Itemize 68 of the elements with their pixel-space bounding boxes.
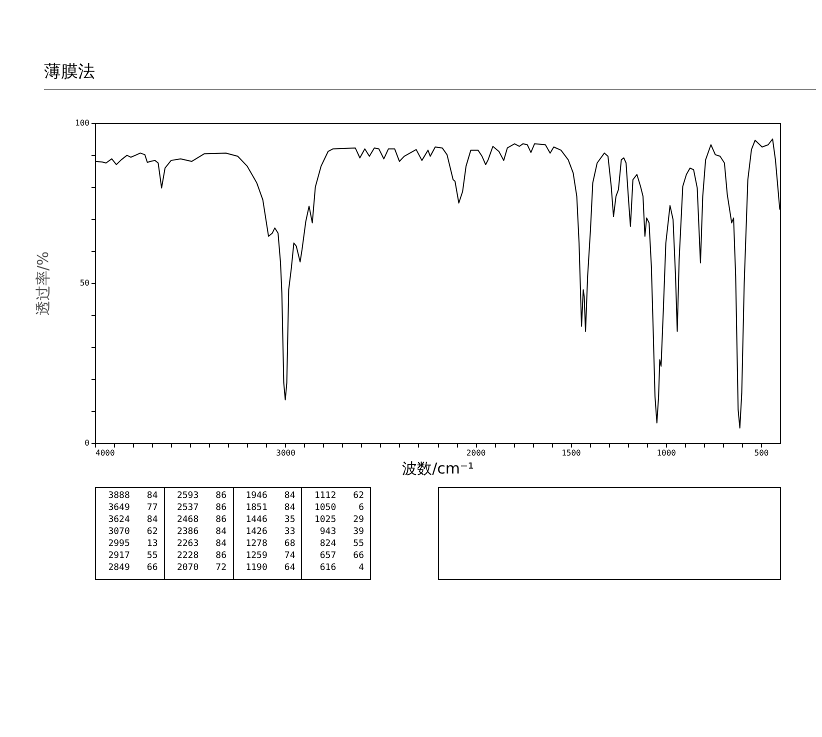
x-tick-label: 500	[754, 448, 769, 458]
text: 62	[352, 491, 364, 503]
text: 55	[146, 551, 158, 563]
text: 66	[146, 563, 158, 575]
text: 3888	[107, 491, 130, 503]
text: 84	[283, 491, 296, 503]
text: 84	[146, 515, 158, 527]
x-tick-label: 3000	[276, 448, 296, 458]
text: 2537	[176, 503, 199, 515]
text: 2995	[107, 539, 130, 551]
text: 1946	[244, 491, 268, 503]
text: 84	[214, 539, 226, 551]
text: 3624	[107, 515, 130, 527]
x-axis-title: 波数/cm⁻¹	[402, 460, 474, 478]
text: 86	[214, 503, 226, 515]
text: 72	[214, 563, 226, 575]
text: 29	[352, 515, 364, 527]
text: 84	[146, 491, 158, 503]
text: 1112	[313, 491, 336, 503]
text: 55	[352, 539, 364, 551]
text: 64	[283, 563, 296, 575]
text: 84	[283, 503, 296, 515]
x-tick-label: 1000	[656, 448, 676, 458]
text: 2263	[176, 539, 199, 551]
y-tick-label: 0	[84, 438, 90, 448]
text: 86	[214, 551, 226, 563]
text: 1426	[244, 527, 268, 539]
text: 943	[318, 527, 336, 539]
y-tick-label: 100	[75, 118, 90, 128]
text: 77	[146, 503, 158, 515]
text: 824	[318, 539, 336, 551]
text: 35	[283, 515, 296, 527]
text: 2593	[176, 491, 199, 503]
text: 6	[358, 503, 364, 515]
y-axis-title: 透过率/%	[34, 251, 52, 316]
text: 1050	[313, 503, 336, 515]
x-tick-label: 4000	[96, 448, 115, 458]
text: 2228	[176, 551, 199, 563]
text: 13	[146, 539, 158, 551]
text: 3070	[107, 527, 130, 539]
text: 1190	[244, 563, 268, 575]
text: 68	[283, 539, 296, 551]
text: 1025	[313, 515, 336, 527]
text: 2386	[176, 527, 199, 539]
text: 74	[283, 551, 296, 563]
x-tick-label: 1500	[562, 448, 582, 458]
chart-title: 薄膜法	[44, 60, 816, 90]
text: 84	[214, 527, 226, 539]
text: 4	[358, 563, 364, 575]
y-tick-label: 50	[80, 278, 90, 288]
x-tick-label: 2000	[466, 448, 486, 458]
text: 86	[214, 515, 226, 527]
text: 2468	[176, 515, 199, 527]
text: 86	[214, 491, 226, 503]
text: 66	[352, 551, 364, 563]
text: 3649	[107, 503, 130, 515]
text: 1851	[244, 503, 268, 515]
text: 616	[318, 563, 336, 575]
text: 2849	[107, 563, 130, 575]
text: 2070	[176, 563, 199, 575]
text: 39	[352, 527, 364, 539]
text: 1259	[244, 551, 268, 563]
text: 1278	[244, 539, 268, 551]
text: 62	[146, 527, 158, 539]
text: 2917	[107, 551, 130, 563]
text: 657	[318, 551, 336, 563]
text: 33	[283, 527, 296, 539]
text: 1446	[244, 515, 268, 527]
